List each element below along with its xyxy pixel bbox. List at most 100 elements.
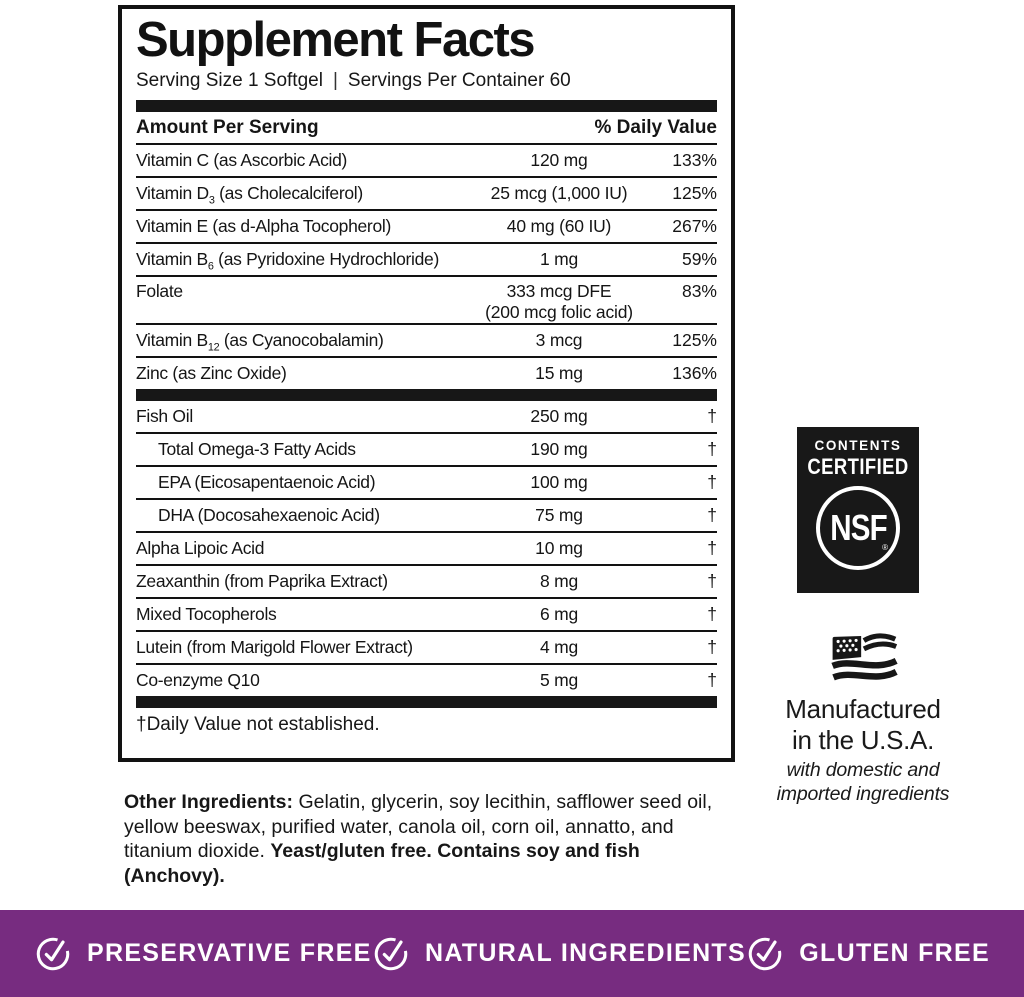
nutrient-daily-value: †	[707, 669, 717, 690]
nutrient-daily-value: †	[707, 603, 717, 624]
nutrient-daily-value: 59%	[681, 248, 717, 269]
nsf-certified-badge: CONTENTS CERTIFIED NSF ®	[797, 427, 919, 593]
panel-title: Supplement Facts	[136, 13, 536, 67]
nutrient-row: EPA (Eicosapentaenoic Acid) 100 mg †	[136, 467, 717, 500]
nutrient-amount: 8 mg	[539, 570, 579, 591]
check-circle-icon	[749, 937, 782, 970]
nutrient-amount: 6 mg	[539, 603, 579, 624]
nutrient-name: EPA (Eicosapentaenoic Acid)	[158, 471, 376, 492]
other-ingredients-text: Gelatin, glycerin, soy lecithin, safflow…	[124, 791, 713, 863]
nutrient-name: Vitamin C (as Ascorbic Acid)	[136, 149, 348, 170]
claim-natural-ingredients: NATURAL INGREDIENTS	[372, 935, 746, 973]
nutrient-row: Fish Oil 250 mg †	[136, 401, 717, 434]
nutrient-row: Vitamin B12 (as Cyanocobalamin) 3 mcg 125%	[136, 325, 717, 358]
check-circle-icon	[36, 937, 70, 970]
nsf-contents-label: CONTENTS	[814, 438, 902, 453]
us-flag-icon	[831, 633, 898, 681]
claim-preservative-free: PRESERVATIVE FREE	[34, 935, 372, 973]
nutrient-daily-value: †	[707, 504, 717, 525]
amount-per-serving-header: Amount Per Serving	[136, 116, 319, 138]
nutrient-amount: 25 mcg (1,000 IU)	[490, 182, 628, 203]
nutrient-amount: 190 mg	[530, 438, 588, 459]
daily-value-footnote: †Daily Value not established.	[136, 713, 380, 735]
nutrient-amount: 3 mcg	[535, 329, 583, 350]
nutrient-row: Vitamin B6 (as Pyridoxine Hydrochloride)…	[136, 244, 717, 277]
other-ingredients-label: Other Ingredients:	[124, 791, 294, 813]
servings-per-container: Servings Per Container 60	[347, 69, 571, 91]
nutrient-row: Lutein (from Marigold Flower Extract) 4 m…	[136, 632, 717, 665]
manufactured-line4: imported ingredients	[776, 783, 950, 806]
nutrient-row: Zeaxanthin (from Paprika Extract) 8 mg †	[136, 566, 717, 599]
nutrient-daily-value: 136%	[672, 362, 717, 383]
nutrient-name: Zeaxanthin (from Paprika Extract)	[136, 570, 388, 591]
nutrient-name: Zinc (as Zinc Oxide)	[136, 362, 287, 383]
nutrient-name: Co-enzyme Q10	[136, 669, 260, 690]
nutrient-row: Vitamin D3 (as Cholecalciferol) 25 mcg (1…	[136, 178, 717, 211]
nutrient-name: Folate	[136, 280, 183, 301]
serving-size: Serving Size 1 Softgel	[136, 69, 323, 91]
nsf-logo-icon: NSF ®	[816, 486, 900, 570]
column-headers: Amount Per Serving % Daily Value	[136, 112, 717, 145]
nutrient-name: Vitamin E (as d-Alpha Tocopherol)	[136, 215, 392, 236]
claims-banner: PRESERVATIVE FREE NATURAL INGREDIENTS GL…	[0, 910, 1024, 997]
nutrient-row: Vitamin C (as Ascorbic Acid) 120 mg 133%	[136, 145, 717, 178]
nutrient-amount: 15 mg	[535, 362, 583, 383]
nutrient-name: Total Omega-3 Fatty Acids	[158, 438, 356, 459]
nutrient-name: Vitamin D3 (as Cholecalciferol)	[136, 182, 363, 207]
nutrient-amount: 333 mcg DFE (200 mcg folic acid)	[485, 280, 633, 322]
nutrient-row: DHA (Docosahexaenoic Acid) 75 mg †	[136, 500, 717, 533]
nutrient-daily-value: 125%	[672, 182, 717, 203]
manufactured-line3: with domestic and	[786, 759, 940, 782]
nutrient-daily-value: 83%	[681, 280, 717, 301]
nutrient-row: Vitamin E (as d-Alpha Tocopherol) 40 mg (…	[136, 211, 717, 244]
nutrient-row: Folate 333 mcg DFE (200 mcg folic acid) 83%	[136, 277, 717, 325]
thick-rule-top	[136, 99, 717, 112]
thick-rule	[136, 695, 717, 708]
nsf-certified-label: CERTIFIED	[807, 454, 909, 479]
nutrient-amount: 5 mg	[539, 669, 579, 690]
nutrient-name: Mixed Tocopherols	[136, 603, 277, 624]
nsf-logo-text: NSF	[829, 507, 887, 548]
nutrient-daily-value: †	[707, 537, 717, 558]
claim-label: PRESERVATIVE FREE	[87, 939, 372, 967]
nutrient-name: Fish Oil	[136, 405, 193, 426]
nutrient-amount: 75 mg	[535, 504, 583, 525]
nutrient-daily-value: †	[707, 570, 717, 591]
nutrient-daily-value: †	[707, 636, 717, 657]
thick-rule	[136, 388, 717, 401]
allergen-statement: Yeast/gluten free. Contains soy and fish…	[124, 840, 640, 887]
claim-label: NATURAL INGREDIENTS	[424, 939, 746, 967]
serving-divider: |	[332, 69, 338, 91]
nutrient-row: Alpha Lipoic Acid 10 mg †	[136, 533, 717, 566]
nutrient-amount: 120 mg	[530, 149, 588, 170]
nutrient-daily-value: †	[707, 438, 717, 459]
nutrient-name: Lutein (from Marigold Flower Extract)	[136, 636, 413, 657]
other-ingredients: Other Ingredients: Gelatin, glycerin, so…	[124, 790, 742, 888]
manufactured-line1: Manufactured	[785, 694, 941, 724]
nutrient-daily-value: †	[707, 471, 717, 492]
nutrient-name: Vitamin B12 (as Cyanocobalamin)	[136, 329, 384, 354]
manufactured-line2: in the U.S.A.	[791, 725, 935, 756]
serving-info: Serving Size 1 Softgel | Servings Per Cont…	[136, 70, 717, 92]
nutrient-amount: 1 mg	[539, 248, 579, 269]
supplement-facts-panel: Supplement Facts Serving Size 1 Softgel |…	[118, 5, 735, 762]
nutrient-amount: 4 mg	[539, 636, 579, 657]
nutrient-amount: 40 mg (60 IU)	[506, 215, 612, 236]
made-in-usa: Manufactured in the U.S.A. with domestic…	[768, 630, 958, 807]
nutrient-daily-value: 267%	[672, 215, 717, 236]
nutrient-row: Mixed Tocopherols 6 mg †	[136, 599, 717, 632]
nutrient-row: Zinc (as Zinc Oxide) 15 mg 136%	[136, 358, 717, 389]
claim-label: GLUTEN FREE	[799, 939, 990, 967]
claim-gluten-free: GLUTEN FREE	[746, 935, 990, 973]
nutrient-amount: 10 mg	[535, 537, 583, 558]
facts-rows: Vitamin C (as Ascorbic Acid) 120 mg 133% Vi…	[136, 145, 717, 708]
daily-value-header: % Daily Value	[594, 116, 717, 138]
nutrient-name: Alpha Lipoic Acid	[136, 537, 265, 558]
nutrient-row: Co-enzyme Q10 5 mg †	[136, 665, 717, 696]
nutrient-daily-value: 133%	[672, 149, 717, 170]
nutrient-name: Vitamin B6 (as Pyridoxine Hydrochloride)	[136, 248, 440, 273]
nutrient-amount: 100 mg	[530, 471, 588, 492]
check-circle-icon	[374, 937, 408, 970]
registered-mark: ®	[882, 543, 888, 552]
